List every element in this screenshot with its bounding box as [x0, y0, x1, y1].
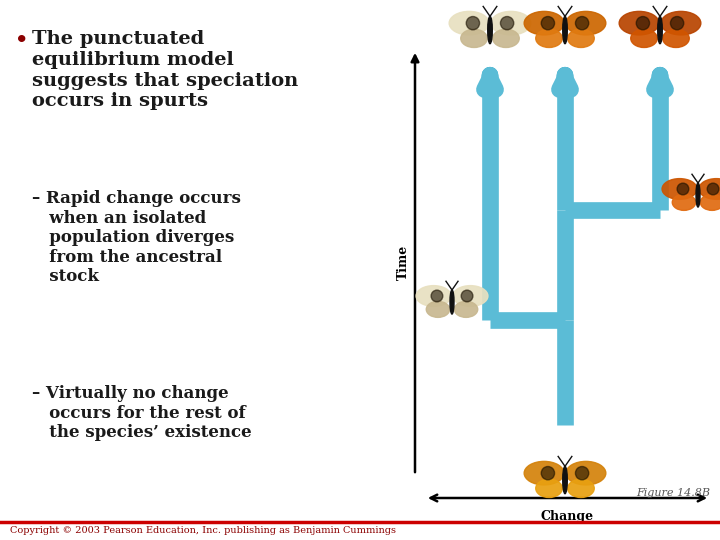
- Text: The punctuated
equilibrium model
suggests that speciation
occurs in spurts: The punctuated equilibrium model suggest…: [32, 30, 298, 110]
- Ellipse shape: [707, 183, 719, 195]
- Ellipse shape: [453, 286, 488, 306]
- Ellipse shape: [462, 290, 473, 302]
- Ellipse shape: [566, 461, 606, 485]
- Text: Change: Change: [541, 510, 593, 523]
- Ellipse shape: [575, 467, 589, 480]
- Text: Time: Time: [397, 245, 410, 280]
- Ellipse shape: [541, 17, 554, 30]
- Ellipse shape: [696, 183, 700, 207]
- Ellipse shape: [524, 11, 564, 35]
- Ellipse shape: [467, 17, 480, 30]
- Ellipse shape: [491, 11, 531, 35]
- Text: – Virtually no change
   occurs for the rest of
   the species’ existence: – Virtually no change occurs for the res…: [32, 385, 251, 441]
- Ellipse shape: [575, 17, 589, 30]
- Ellipse shape: [677, 183, 689, 195]
- Text: •: •: [15, 30, 28, 50]
- Ellipse shape: [672, 194, 696, 211]
- Ellipse shape: [567, 29, 594, 48]
- Text: – Rapid change occurs
   when an isolated
   population diverges
   from the anc: – Rapid change occurs when an isolated p…: [32, 190, 241, 286]
- Ellipse shape: [449, 11, 489, 35]
- Ellipse shape: [541, 467, 554, 480]
- Ellipse shape: [662, 179, 697, 199]
- Ellipse shape: [631, 29, 657, 48]
- Ellipse shape: [662, 29, 689, 48]
- Ellipse shape: [416, 286, 451, 306]
- Ellipse shape: [450, 290, 454, 314]
- Text: Copyright © 2003 Pearson Education, Inc. publishing as Benjamin Cummings: Copyright © 2003 Pearson Education, Inc.…: [10, 526, 396, 535]
- Ellipse shape: [701, 194, 720, 211]
- Text: Figure 14.8B: Figure 14.8B: [636, 488, 710, 498]
- Ellipse shape: [536, 29, 562, 48]
- Ellipse shape: [492, 29, 519, 48]
- Ellipse shape: [563, 16, 567, 44]
- Ellipse shape: [431, 290, 443, 302]
- Ellipse shape: [426, 301, 450, 318]
- Ellipse shape: [567, 479, 594, 497]
- Ellipse shape: [563, 467, 567, 494]
- Ellipse shape: [661, 11, 701, 35]
- Ellipse shape: [487, 16, 492, 44]
- Ellipse shape: [619, 11, 659, 35]
- Ellipse shape: [566, 11, 606, 35]
- Ellipse shape: [670, 17, 684, 30]
- Ellipse shape: [658, 16, 662, 44]
- Ellipse shape: [536, 479, 562, 497]
- Ellipse shape: [524, 461, 564, 485]
- Ellipse shape: [500, 17, 514, 30]
- Ellipse shape: [461, 29, 487, 48]
- Ellipse shape: [636, 17, 649, 30]
- Ellipse shape: [699, 179, 720, 199]
- Ellipse shape: [454, 301, 478, 318]
